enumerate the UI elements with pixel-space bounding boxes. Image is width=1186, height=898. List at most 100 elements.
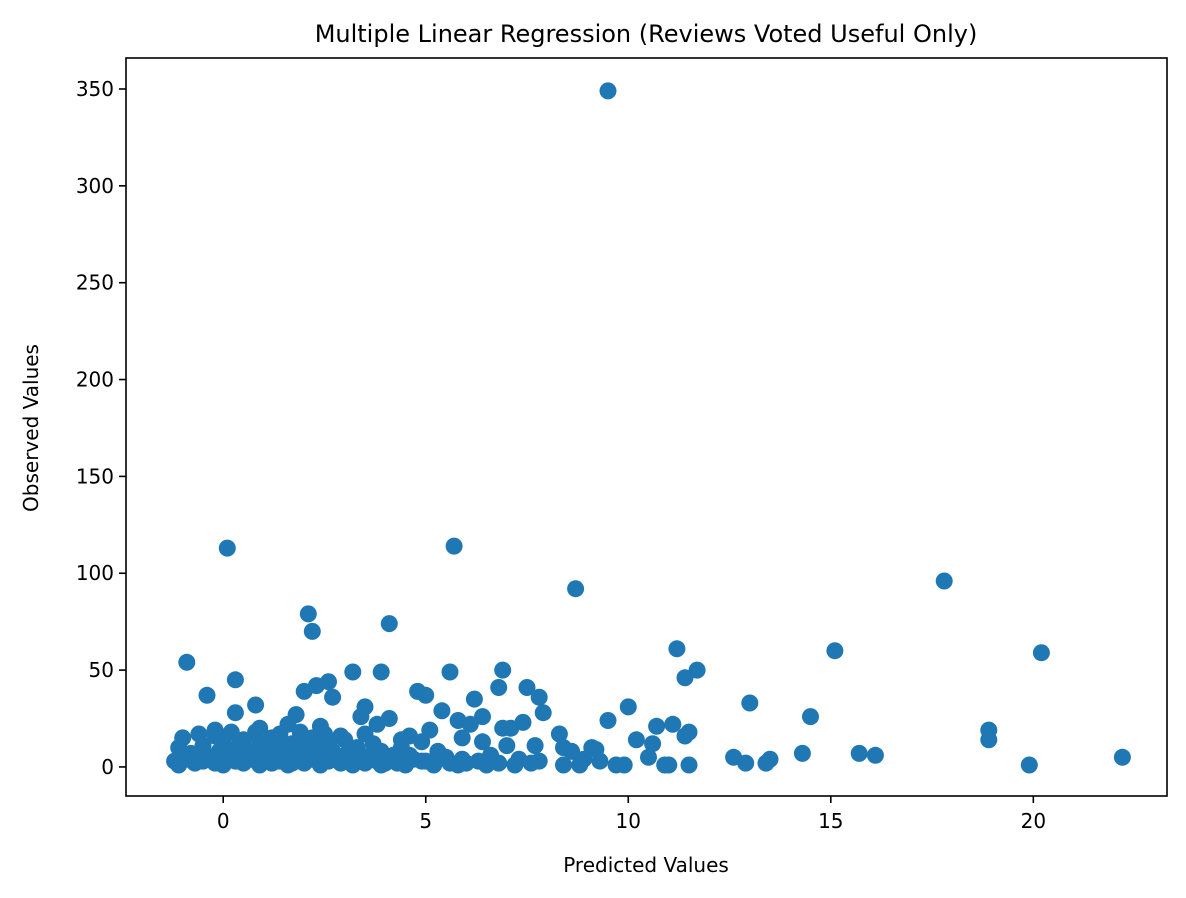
data-point: [648, 717, 666, 735]
data-point: [368, 715, 386, 733]
y-tick-label: 0: [101, 755, 114, 779]
data-point: [461, 715, 479, 733]
data-point: [235, 731, 252, 749]
data-point: [680, 756, 698, 774]
data-point: [490, 754, 508, 772]
data-point: [741, 694, 759, 712]
data-point: [380, 615, 398, 633]
data-point: [372, 742, 390, 760]
data-point: [324, 688, 342, 706]
data-point: [352, 708, 370, 726]
scatter-points: [166, 82, 1131, 774]
data-point: [190, 746, 208, 764]
data-point: [688, 661, 706, 679]
y-tick-label: 100: [76, 561, 114, 585]
x-tick-label: 10: [616, 809, 641, 833]
y-tick-label: 300: [76, 174, 114, 198]
data-point: [445, 537, 463, 555]
data-point: [401, 746, 418, 764]
data-point: [526, 737, 544, 755]
data-point: [226, 704, 244, 722]
chart-title: Multiple Linear Regression (Reviews Vote…: [315, 20, 978, 48]
data-point: [218, 539, 236, 557]
data-point: [555, 756, 572, 774]
data-point: [935, 572, 953, 590]
x-tick-label: 15: [818, 809, 843, 833]
data-point: [567, 580, 585, 598]
data-point: [392, 731, 410, 749]
data-point: [571, 756, 589, 774]
data-point: [599, 82, 617, 100]
data-point: [668, 640, 686, 658]
x-tick-label: 0: [217, 809, 230, 833]
data-point: [299, 605, 317, 623]
data-point: [226, 671, 244, 689]
data-point: [522, 754, 540, 772]
data-point: [640, 748, 657, 766]
data-point: [1020, 756, 1038, 774]
data-point: [980, 731, 998, 749]
x-axis-ticks: 0 5 10 15 20: [217, 796, 1046, 833]
data-point: [178, 653, 196, 671]
data-point: [417, 686, 435, 704]
data-point: [222, 723, 240, 741]
data-point: [498, 737, 516, 755]
data-point: [676, 727, 694, 745]
data-point: [336, 731, 354, 749]
data-point: [506, 756, 524, 774]
data-point: [1032, 644, 1050, 662]
data-point: [316, 725, 333, 743]
data-point: [550, 725, 568, 743]
data-point: [866, 746, 884, 764]
data-point: [563, 742, 581, 760]
data-point: [850, 744, 868, 762]
data-point: [453, 729, 471, 747]
data-point: [307, 677, 325, 695]
y-tick-label: 250: [76, 271, 114, 295]
data-point: [413, 733, 431, 751]
data-point: [737, 754, 755, 772]
data-point: [619, 698, 637, 716]
data-point: [348, 739, 366, 757]
data-point: [206, 727, 224, 745]
data-point: [198, 686, 216, 704]
data-point: [502, 719, 520, 737]
data-point: [267, 731, 285, 749]
data-point: [465, 690, 483, 708]
data-point: [660, 756, 678, 774]
data-point: [344, 663, 362, 681]
data-point: [251, 735, 269, 753]
data-point: [591, 752, 609, 770]
x-tick-label: 5: [419, 809, 432, 833]
y-axis-ticks: 0 50 100 150 200 250 300 350: [76, 77, 126, 779]
data-point: [644, 735, 662, 753]
data-point: [802, 708, 819, 726]
y-tick-label: 350: [76, 77, 114, 101]
data-point: [664, 715, 682, 733]
y-axis-label: Observed Values: [19, 344, 43, 512]
data-point: [372, 663, 390, 681]
data-point: [494, 661, 512, 679]
data-point: [247, 696, 265, 714]
data-point: [303, 622, 321, 640]
y-tick-label: 50: [89, 658, 114, 682]
data-point: [676, 669, 694, 687]
data-point: [453, 750, 471, 768]
data-point: [474, 708, 491, 726]
data-point: [518, 679, 536, 696]
x-tick-label: 20: [1021, 809, 1046, 833]
y-tick-label: 150: [76, 464, 114, 488]
x-axis-label: Predicted Values: [563, 853, 729, 877]
data-point: [530, 688, 548, 706]
data-point: [826, 642, 844, 660]
data-point: [474, 733, 491, 751]
y-tick-label: 200: [76, 368, 114, 392]
data-point: [433, 702, 451, 720]
data-point: [534, 704, 552, 722]
data-point: [1113, 748, 1131, 766]
data-point: [599, 712, 617, 729]
data-point: [291, 723, 309, 741]
data-point: [793, 744, 811, 762]
